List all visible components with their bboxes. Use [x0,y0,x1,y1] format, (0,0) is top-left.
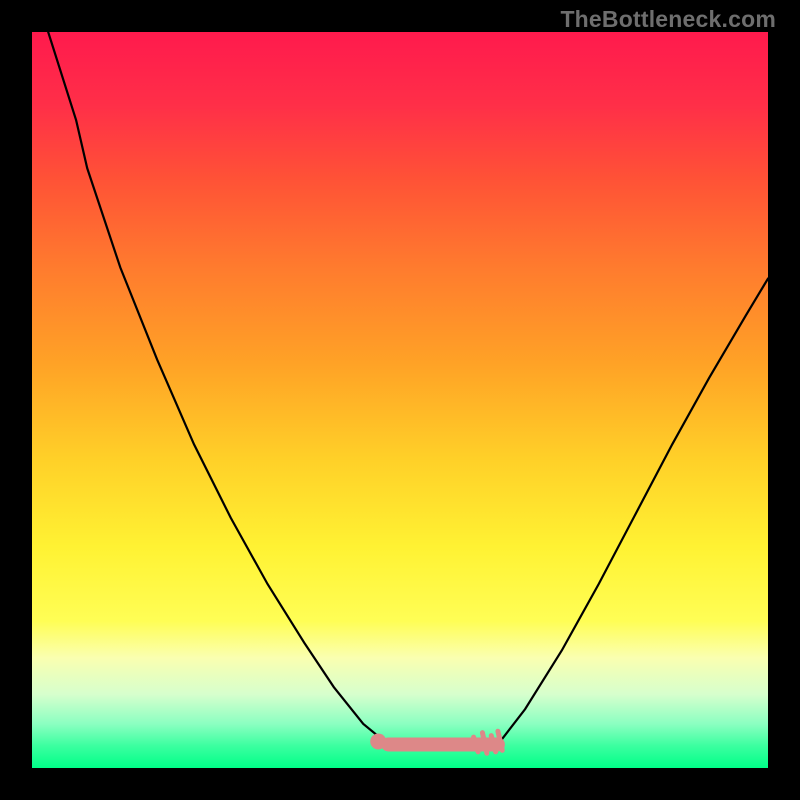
optimal-band-dot-left [370,733,386,749]
watermark-label: TheBottleneck.com [560,6,776,33]
gradient-background [32,32,768,768]
plot-area [32,32,768,768]
chart-stage: TheBottleneck.com [0,0,800,800]
plot-svg [32,32,768,768]
